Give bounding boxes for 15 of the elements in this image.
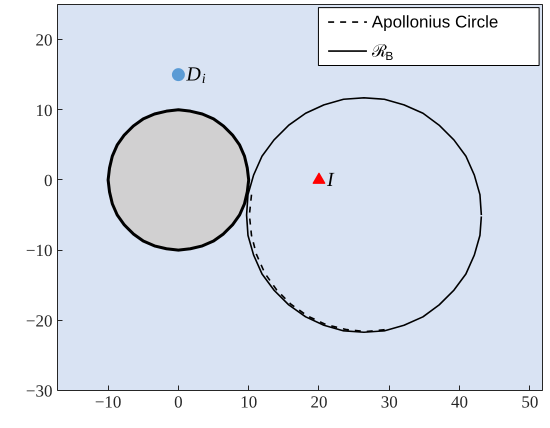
y-tick-label: 10 xyxy=(36,100,52,120)
y-tick-label: −30 xyxy=(26,382,53,400)
y-tick-label: 0 xyxy=(44,170,52,190)
legend-label: Apollonius Circle xyxy=(372,12,498,32)
x-tick-label: 30 xyxy=(380,392,398,412)
y-tick-label: 20 xyxy=(36,30,52,50)
y-tick-label: −20 xyxy=(26,311,53,330)
x-tick-label: 0 xyxy=(174,392,183,412)
x-tick-label: 40 xyxy=(451,392,468,412)
y-tick-label: −10 xyxy=(26,241,53,260)
x-tick-label: −10 xyxy=(94,392,122,412)
x-tick-label: 20 xyxy=(310,392,328,412)
series-label: I xyxy=(326,168,335,191)
x-tick-label: 10 xyxy=(240,392,258,412)
x-tick-label: 50 xyxy=(521,392,538,412)
